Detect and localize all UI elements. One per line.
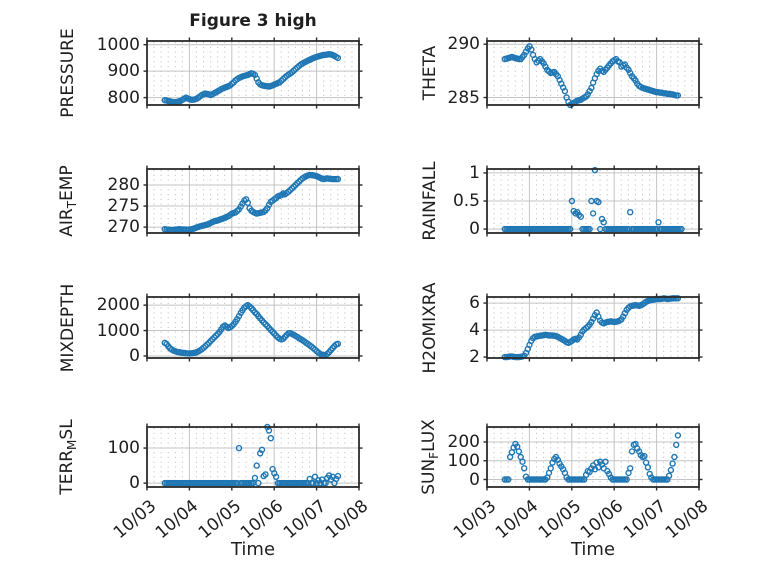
y-tick-label: 6 <box>469 293 480 313</box>
figure-title: Figure 3 high <box>189 11 317 31</box>
tick-marks <box>143 423 363 491</box>
x-axis-title: Time <box>570 539 616 560</box>
scatter-series <box>501 166 685 233</box>
major-grid <box>147 169 359 233</box>
y-axis-label-theta: THETA <box>420 45 440 101</box>
y-axis-label-terr_msl: TERRMSL <box>56 419 80 495</box>
axes-frame <box>146 296 360 359</box>
y-axis-label-h2omixra: H2OMIXRA <box>420 281 440 374</box>
y-tick-label: 900 <box>107 61 140 81</box>
axes-frame <box>486 426 700 488</box>
axes-frame <box>486 40 700 106</box>
tick-marks <box>483 165 703 237</box>
y-axis-label-pressure: PRESSURE <box>58 28 78 118</box>
y-tick-label: 1000 <box>96 321 140 341</box>
tick-marks <box>143 293 363 362</box>
minor-grid <box>153 428 353 486</box>
y-tick-label: 270 <box>107 217 140 237</box>
plot-area-pressure <box>143 37 363 109</box>
y-axis-label-mixdepth: MIXDEPTH <box>58 283 78 372</box>
y-tick-label: 0 <box>129 346 140 366</box>
scatter-series <box>161 171 342 234</box>
y-axis-label-rainfall: RAINFALL <box>420 161 440 241</box>
plot-area-mixdepth <box>143 293 363 362</box>
scatter-series <box>501 43 682 109</box>
minor-grid <box>493 42 693 104</box>
y-tick-label: 2 <box>469 347 480 367</box>
tick-marks <box>483 37 703 109</box>
plot-area-air_temp <box>143 165 363 237</box>
tick-marks <box>143 165 363 237</box>
y-tick-label: 280 <box>107 175 140 195</box>
y-tick-label: 0 <box>469 219 480 239</box>
y-axis-label-air_temp: AIRTEMP <box>56 165 80 237</box>
y-tick-label: 275 <box>107 196 140 216</box>
scatter-series <box>501 295 682 361</box>
y-tick-label: 290 <box>447 34 480 54</box>
y-tick-label: 0 <box>129 473 140 493</box>
plot-area-sun_flux <box>483 423 703 491</box>
y-tick-label: 285 <box>447 88 480 108</box>
tick-marks <box>483 423 703 491</box>
axes-frame <box>146 40 360 106</box>
plot-area-terr_msl <box>143 423 363 491</box>
tick-marks <box>483 293 703 362</box>
x-axis-title: Time <box>230 539 276 560</box>
y-tick-label: 100 <box>107 438 140 458</box>
minor-grid <box>493 170 693 232</box>
y-tick-label: 0 <box>469 470 480 490</box>
y-tick-label: 2000 <box>96 295 140 315</box>
scatter-series <box>161 50 342 106</box>
axes-frame <box>486 296 700 359</box>
y-tick-label: 4 <box>469 320 480 340</box>
plot-area-rainfall <box>483 165 703 237</box>
plot-area-theta <box>483 37 703 109</box>
plot-area-h2omixra <box>483 293 703 362</box>
y-tick-label: 0.5 <box>452 191 480 211</box>
y-tick-label: 1000 <box>96 35 140 55</box>
y-tick-label: 1 <box>469 163 480 183</box>
y-tick-label: 100 <box>447 451 480 471</box>
axes-frame <box>146 168 360 234</box>
scatter-series <box>501 432 682 483</box>
y-tick-label: 800 <box>107 88 140 108</box>
y-axis-label-sun_flux: SUNFLUX <box>418 419 442 495</box>
tick-marks <box>143 37 363 109</box>
axes-frame <box>146 426 360 488</box>
y-tick-label: 200 <box>447 432 480 452</box>
scatter-series <box>161 423 342 487</box>
minor-grid <box>493 298 693 357</box>
